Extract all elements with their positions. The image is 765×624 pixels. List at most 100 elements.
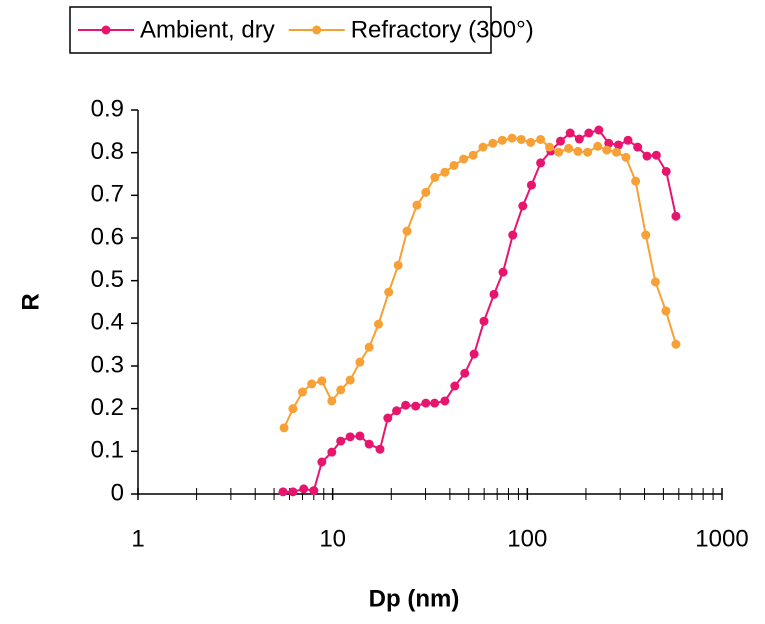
- legend-box: [69, 6, 492, 54]
- data-point: [327, 447, 337, 457]
- data-point: [642, 151, 652, 161]
- legend-marker: [101, 25, 111, 35]
- data-point: [594, 125, 604, 135]
- series-line: [283, 137, 677, 429]
- data-point: [593, 141, 603, 151]
- data-point: [498, 267, 508, 277]
- data-point: [450, 381, 460, 391]
- data-point: [336, 385, 346, 395]
- data-point: [508, 230, 518, 240]
- data-point: [469, 349, 479, 359]
- legend-label: Refractory (300°): [351, 16, 534, 43]
- data-point: [317, 457, 327, 467]
- data-point: [355, 357, 365, 367]
- data-point: [479, 316, 489, 326]
- data-point: [574, 134, 584, 144]
- data-point: [565, 128, 575, 138]
- data-point: [671, 339, 681, 349]
- data-point: [488, 138, 498, 148]
- data-point: [497, 135, 507, 145]
- data-point: [430, 398, 440, 408]
- data-point: [309, 486, 319, 496]
- data-point: [650, 277, 660, 287]
- data-point: [671, 211, 681, 221]
- data-point: [279, 423, 289, 433]
- data-point: [459, 154, 469, 164]
- data-point: [402, 226, 412, 236]
- data-point: [564, 143, 574, 153]
- data-point: [345, 432, 355, 442]
- y-tick-label: 0.9: [91, 95, 124, 122]
- data-point: [526, 180, 536, 190]
- data-point: [411, 401, 421, 411]
- data-point: [518, 201, 528, 211]
- data-point: [401, 400, 411, 410]
- y-tick-label: 0.7: [91, 181, 124, 208]
- data-point: [440, 167, 450, 177]
- data-point: [345, 375, 355, 385]
- data-point: [614, 140, 624, 150]
- data-point: [583, 147, 593, 157]
- y-tick-label: 0: [111, 479, 124, 506]
- data-point: [421, 398, 431, 408]
- data-point: [468, 150, 478, 160]
- data-point: [421, 187, 431, 197]
- data-point: [641, 230, 651, 240]
- y-axis-label: R: [17, 293, 44, 310]
- x-tick-label: 10: [319, 525, 346, 552]
- y-tick-label: 0.3: [91, 351, 124, 378]
- data-point: [412, 200, 422, 210]
- data-point: [393, 260, 403, 270]
- data-point: [554, 147, 564, 157]
- data-point: [651, 150, 661, 160]
- data-point: [384, 287, 394, 297]
- data-point: [631, 176, 641, 186]
- data-point: [392, 406, 402, 416]
- data-point: [536, 134, 546, 144]
- data-point: [478, 142, 488, 152]
- data-point: [536, 158, 546, 168]
- data-point: [489, 289, 499, 299]
- data-point: [364, 439, 374, 449]
- data-point: [507, 133, 517, 143]
- y-tick-label: 0.8: [91, 138, 124, 165]
- x-tick-label: 1: [131, 525, 144, 552]
- data-point: [545, 142, 555, 152]
- data-point: [375, 444, 385, 454]
- x-tick-label: 1000: [695, 525, 748, 552]
- x-tick-label: 100: [507, 525, 547, 552]
- data-point: [449, 160, 459, 170]
- data-point: [621, 152, 631, 162]
- data-point: [602, 145, 612, 155]
- y-tick-label: 0.6: [91, 223, 124, 250]
- data-point: [633, 142, 643, 152]
- data-point: [317, 376, 327, 386]
- data-point: [364, 342, 374, 352]
- data-point: [307, 379, 317, 389]
- y-tick-label: 0.1: [91, 437, 124, 464]
- data-point: [611, 147, 621, 157]
- x-axis-label: Dp (nm): [369, 585, 460, 612]
- data-point: [516, 134, 526, 144]
- data-point: [374, 319, 384, 329]
- data-point: [623, 135, 633, 145]
- y-tick-label: 0.2: [91, 394, 124, 421]
- y-tick-label: 0.5: [91, 266, 124, 293]
- data-point: [573, 146, 583, 156]
- data-point: [299, 484, 309, 494]
- data-point: [355, 431, 365, 441]
- data-point: [584, 128, 594, 138]
- data-point: [460, 368, 470, 378]
- data-point: [298, 387, 308, 397]
- legend-label: Ambient, dry: [140, 16, 275, 43]
- data-point: [278, 487, 288, 497]
- data-point: [661, 306, 671, 316]
- data-point: [288, 487, 298, 497]
- legend-marker: [312, 25, 322, 35]
- data-point: [604, 138, 614, 148]
- data-point: [555, 136, 565, 146]
- y-tick-label: 0.4: [91, 309, 124, 336]
- data-point: [661, 166, 671, 176]
